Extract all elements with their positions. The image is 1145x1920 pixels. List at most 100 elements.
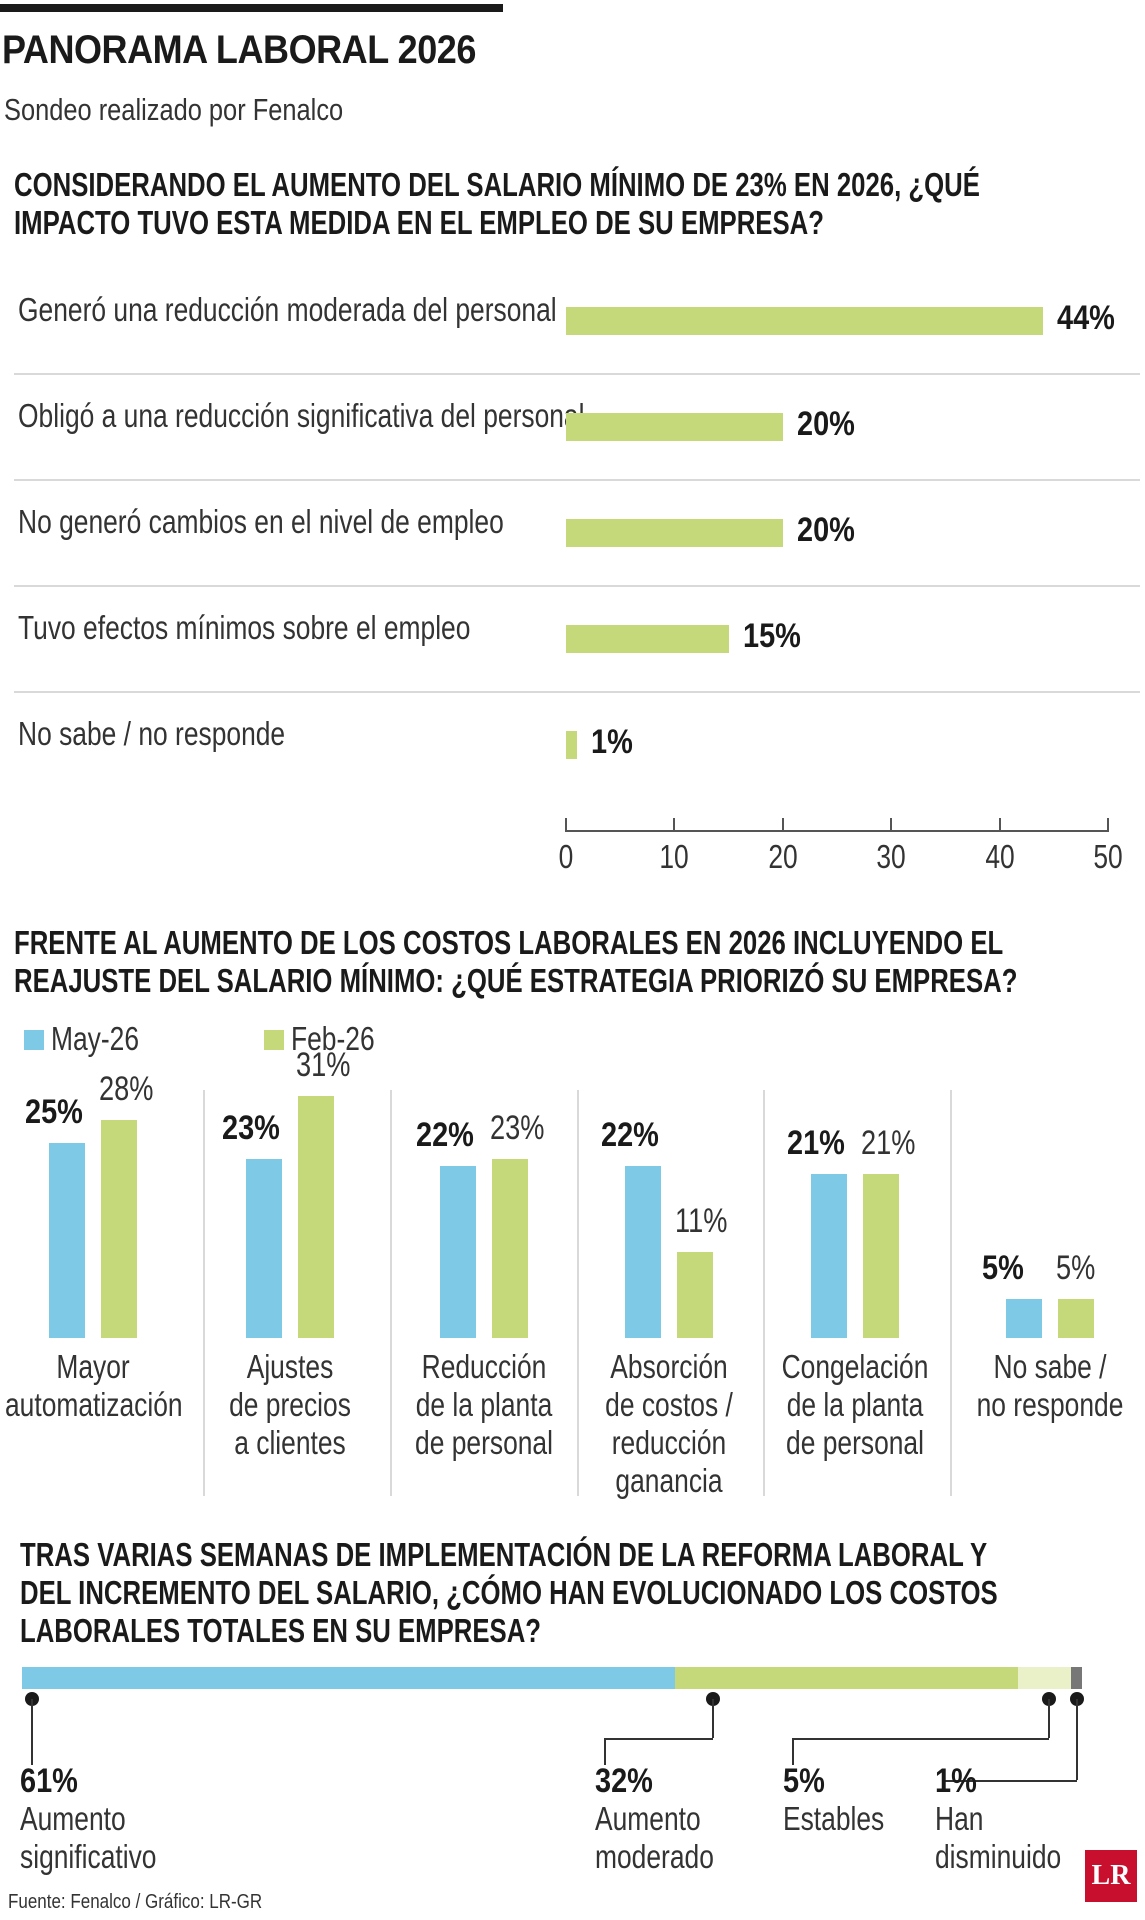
chart1-category-label: Generó una reducción moderada del person…: [18, 291, 557, 328]
chart1-axis-tick: [890, 818, 893, 832]
chart3-callout-line: [792, 1738, 794, 1765]
chart2-category-label: Mayor: [56, 1348, 130, 1385]
chart2-category-label: de la planta: [415, 1386, 553, 1423]
chart3-segment-label: moderado: [595, 1838, 714, 1875]
chart2-question-line2: REAJUSTE DEL SALARIO MÍNIMO: ¿QUÉ ESTRAT…: [14, 962, 1018, 999]
chart3-question-line2: DEL INCREMENTO DEL SALARIO, ¿CÓMO HAN EV…: [20, 1574, 998, 1611]
chart1-value-label: 44%: [1056, 299, 1115, 337]
source-note: Fuente: Fenalco / Gráfico: LR-GR: [8, 1891, 263, 1913]
chart1-bar: [566, 731, 577, 759]
chart1-value-label: 15%: [742, 617, 801, 655]
chart2-bar-may: [440, 1166, 476, 1338]
legend-label-feb: Feb-26: [291, 1020, 375, 1057]
chart2-value-label: 5%: [1056, 1249, 1096, 1287]
chart3-stack-segment: [675, 1667, 1018, 1689]
chart1-tick-label: 20: [768, 838, 798, 875]
chart3-segment-label: significativo: [20, 1838, 157, 1875]
chart2-bar-feb: [677, 1252, 713, 1338]
chart1-axis-tick: [781, 818, 784, 832]
chart2-category-label: Reducción: [421, 1348, 547, 1385]
chart1-axis-tick: [565, 818, 567, 832]
chart1-bar: [566, 413, 783, 441]
chart2-bar-feb: [298, 1096, 334, 1338]
chart1-category-label: Obligó a una reducción significativa del…: [18, 397, 585, 434]
chart2-bar-may: [246, 1158, 282, 1338]
chart3-callout-line: [31, 1699, 33, 1765]
legend-swatch-may: [24, 1030, 44, 1050]
chart1-tick-label: 40: [984, 838, 1015, 875]
chart2-question-line1: FRENTE AL AUMENTO DE LOS COSTOS LABORALE…: [14, 924, 1004, 961]
chart3-stack-segment: [22, 1667, 676, 1689]
chart2-column-divider: [950, 1090, 952, 1496]
chart2-bar-feb: [863, 1174, 899, 1338]
chart2-category-label: reducción: [611, 1424, 727, 1461]
chart1-tick-label: 50: [1093, 838, 1123, 875]
chart2-column-divider: [203, 1090, 205, 1496]
chart1-row-divider: [14, 479, 1140, 481]
chart1-tick-label: 30: [876, 838, 906, 875]
chart3-segment-label: Aumento: [595, 1800, 701, 1837]
chart1-axis-line: [566, 830, 1108, 832]
chart2-category-label: a clientes: [234, 1424, 346, 1461]
chart1-axis-tick: [673, 818, 676, 832]
chart2-bar-may: [1006, 1299, 1042, 1338]
chart3-segment-label: disminuido: [935, 1838, 1062, 1875]
chart1-bar: [566, 307, 1043, 335]
chart1-tick-label: 0: [558, 838, 574, 875]
chart2-value-label: 23%: [222, 1108, 280, 1147]
chart1-category-label: No generó cambios en el nivel de empleo: [18, 503, 504, 540]
chart2-category-label: de personal: [786, 1424, 924, 1461]
chart2-value-label: 21%: [787, 1124, 845, 1163]
chart2-bar-may: [49, 1143, 85, 1338]
top-rule: [0, 4, 503, 12]
chart2-column-divider: [577, 1090, 579, 1496]
chart3-segment-pct: 61%: [20, 1762, 78, 1800]
chart1-row-divider: [14, 585, 1140, 587]
chart2-category-label: de costos /: [605, 1386, 733, 1423]
chart2-value-label: 22%: [601, 1116, 659, 1155]
chart3-question-line1: TRAS VARIAS SEMANAS DE IMPLEMENTACIÓN DE…: [20, 1536, 988, 1573]
chart2-category-label: de precios: [229, 1386, 351, 1423]
chart3-callout-line: [945, 1780, 1077, 1782]
chart2-category-label: No sabe /: [993, 1348, 1107, 1385]
chart2-value-label: 22%: [416, 1116, 474, 1155]
chart1-axis-tick: [1107, 818, 1109, 832]
chart3-segment-pct: 32%: [595, 1762, 653, 1800]
chart3-callout-line: [793, 1738, 1049, 1740]
chart1-row-divider: [14, 691, 1140, 693]
chart3-callout-line: [604, 1738, 606, 1765]
lr-logo: LR: [1085, 1850, 1137, 1902]
chart1-axis-tick: [998, 818, 1001, 832]
chart1-row-divider: [14, 373, 1140, 375]
chart2-value-label: 5%: [982, 1249, 1024, 1287]
chart2-value-label: 11%: [675, 1202, 728, 1241]
chart2-value-label: 31%: [296, 1046, 351, 1085]
chart3-callout-line: [712, 1699, 714, 1738]
chart2-value-label: 28%: [99, 1069, 154, 1108]
page-subtitle: Sondeo realizado por Fenalco: [4, 92, 344, 127]
chart1-bar: [566, 519, 783, 547]
chart2-column-divider: [763, 1090, 765, 1496]
chart2-bar-feb: [492, 1158, 528, 1338]
chart3-segment-label: Aumento: [20, 1800, 126, 1837]
chart2-value-label: 25%: [25, 1093, 83, 1131]
chart2-category-label: Absorción: [610, 1348, 728, 1385]
chart2-category-label: Congelación: [781, 1348, 929, 1385]
chart1-question-line2: IMPACTO TUVO ESTA MEDIDA EN EL EMPLEO DE…: [14, 204, 824, 241]
chart3-callout-line: [1048, 1699, 1050, 1738]
chart2-bar-feb: [1058, 1299, 1094, 1338]
chart2-category-label: no responde: [976, 1386, 1124, 1423]
chart2-bar-may: [811, 1174, 847, 1338]
chart1-value-label: 20%: [796, 511, 855, 549]
chart2-value-label: 23%: [490, 1108, 545, 1147]
chart3-callout-line: [605, 1738, 713, 1740]
chart3-segment-label: Han: [935, 1800, 984, 1837]
chart2-category-label: Ajustes: [246, 1348, 334, 1385]
chart3-question-line3: LABORALES TOTALES EN SU EMPRESA?: [20, 1612, 542, 1649]
chart3-segment-pct: 5%: [783, 1762, 825, 1800]
chart2-column-divider: [390, 1090, 392, 1496]
chart3-stack-segment: [1017, 1667, 1072, 1689]
chart1-tick-label: 10: [659, 838, 690, 875]
chart3-segment-label: Estables: [783, 1800, 885, 1837]
chart2-category-label: de la planta: [786, 1386, 924, 1423]
